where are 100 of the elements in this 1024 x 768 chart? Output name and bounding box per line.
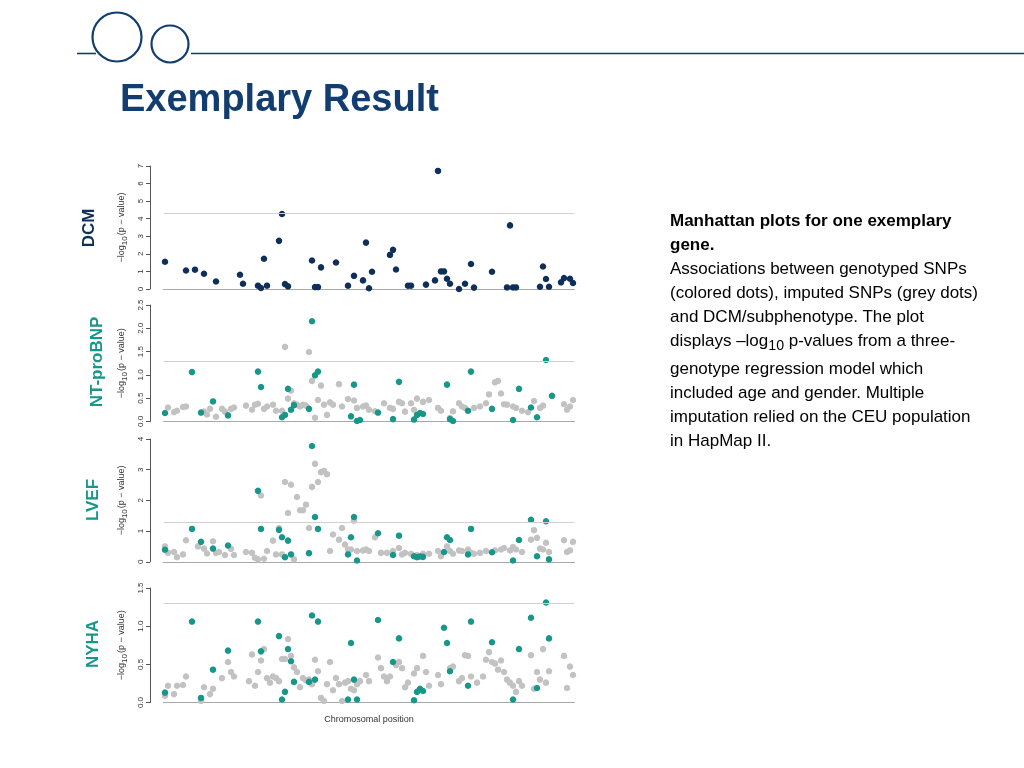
point (464, 682, 472, 689)
point (275, 632, 283, 640)
point (278, 696, 286, 703)
point (443, 381, 451, 388)
point (515, 645, 523, 653)
y-tick-label: 0.0 (135, 415, 145, 427)
point (347, 639, 355, 647)
point (539, 263, 547, 270)
y-tick-label: 7 (135, 163, 145, 169)
point (509, 416, 517, 424)
point (446, 280, 454, 287)
point (431, 277, 439, 284)
point (284, 537, 292, 544)
point (350, 513, 358, 521)
point (254, 618, 262, 625)
point (350, 676, 358, 683)
point (275, 237, 283, 245)
point (365, 285, 373, 292)
y-tick-label: 1 (135, 528, 145, 534)
point (527, 404, 535, 411)
point (188, 618, 196, 625)
point (254, 487, 262, 495)
point (281, 688, 289, 696)
y-tick-label: 1.5 (135, 345, 145, 358)
point (362, 239, 370, 246)
point (545, 556, 553, 563)
text: Exemplary Result (120, 77, 439, 119)
point (353, 696, 361, 703)
y-tick-label: 0 (135, 286, 145, 292)
point (350, 272, 358, 280)
point (443, 275, 451, 283)
point (314, 368, 322, 375)
point (347, 533, 355, 541)
point (308, 318, 316, 325)
point (548, 392, 556, 400)
text: Manhattan plots for one exemplary gene. (670, 210, 953, 256)
point (515, 385, 523, 393)
point (545, 635, 553, 642)
y-tick-label: 3 (135, 233, 145, 239)
point (533, 414, 541, 421)
point (344, 696, 352, 703)
point (455, 285, 463, 293)
point (434, 167, 442, 175)
point (557, 279, 565, 286)
y-tick-label: 2.5 (135, 298, 145, 311)
y-tick-label: 0.5 (135, 658, 145, 670)
point (536, 283, 544, 290)
text: LVEF (82, 478, 102, 522)
point (443, 639, 451, 647)
point (311, 676, 319, 683)
point (332, 259, 340, 266)
point (311, 513, 319, 521)
point (488, 405, 496, 413)
text: NYHA (82, 619, 102, 669)
point (410, 416, 418, 423)
point (389, 415, 397, 423)
point (410, 696, 418, 704)
point (197, 538, 205, 546)
point (209, 545, 217, 552)
point (236, 271, 244, 279)
point (527, 614, 535, 622)
point (308, 612, 316, 619)
point (290, 678, 298, 686)
point (395, 532, 403, 539)
point (287, 551, 295, 558)
text: DCM (78, 208, 98, 248)
y-tick-label: 1.0 (135, 620, 145, 632)
y-tick-label: 2.0 (135, 322, 145, 334)
point (353, 557, 361, 564)
point (461, 280, 469, 287)
point (239, 280, 247, 287)
point (344, 551, 352, 558)
point (389, 246, 397, 254)
point (347, 413, 355, 420)
point (224, 542, 232, 549)
point (224, 647, 232, 654)
point (374, 616, 382, 624)
y-tick-label: 4 (135, 215, 145, 221)
point (305, 549, 313, 557)
point (506, 222, 514, 229)
text: Associations between genotyped SNPs (colored dots), imputed SNPs (grey dots) and DCM/subphenotype. The plot displays –log$_{10}$ p-values from a three-genotype regression model which included age and gender. Multiple imputation relied on the CEU population in HapMap II. (670, 259, 979, 451)
point (509, 696, 517, 703)
point (305, 405, 313, 413)
point (440, 548, 448, 556)
point (386, 251, 394, 259)
point (374, 529, 382, 537)
y-tick-label: 0.5 (135, 392, 145, 404)
point (287, 658, 295, 665)
point (569, 279, 577, 287)
point (314, 525, 322, 533)
point (440, 624, 448, 631)
point (395, 378, 403, 386)
point (278, 533, 286, 541)
point (182, 267, 190, 274)
point (389, 551, 397, 559)
point (368, 268, 376, 276)
point (467, 368, 475, 375)
point (392, 266, 400, 273)
y-tick-label: 2 (135, 497, 145, 503)
point (515, 536, 523, 544)
